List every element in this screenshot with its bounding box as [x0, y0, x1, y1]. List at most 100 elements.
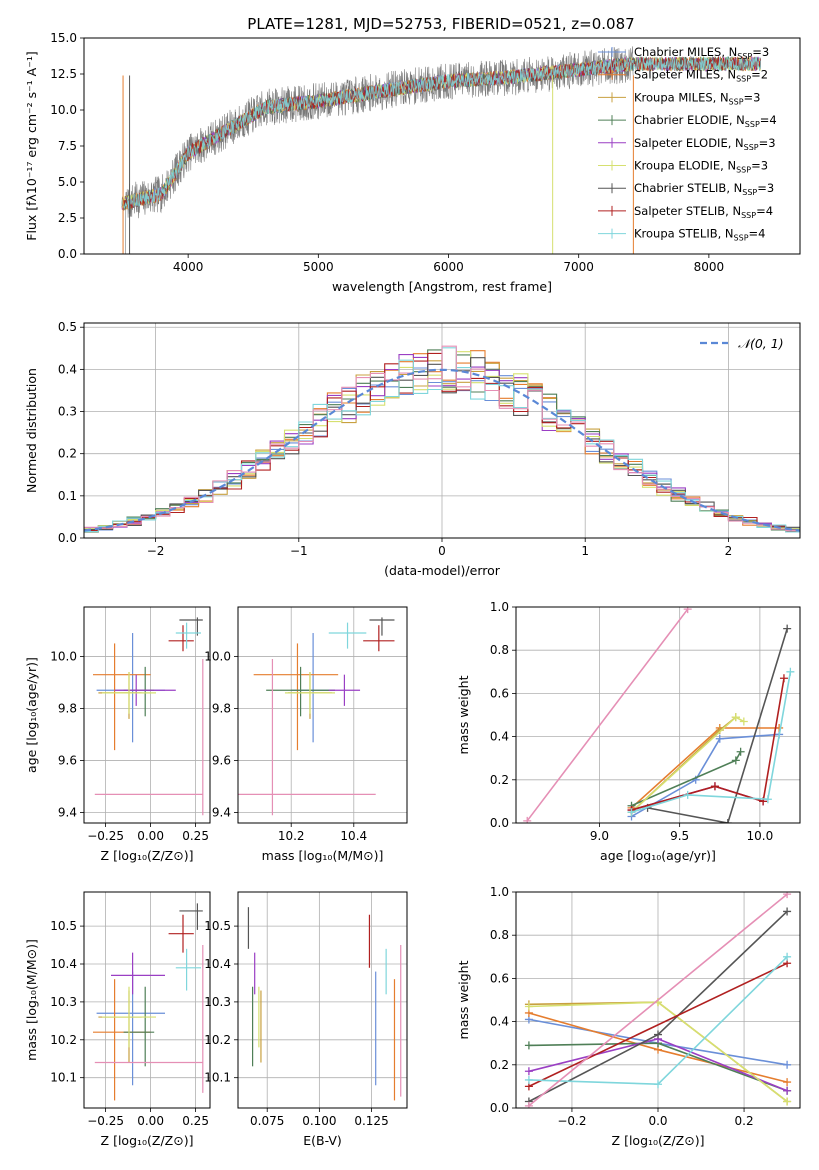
panel-residuals: −2 −1 0 1 2 0.0 0.1 0.2 0.3 0.4 0.5 (data-model)/er…: [24, 320, 801, 578]
weight-vs-Z-ytick-label-4: 0.8: [490, 928, 509, 942]
weight-vs-age-series-3-marker-1: [731, 756, 740, 765]
spectrum-ytick-label-4: 10.0: [50, 103, 77, 117]
residuals-xtick-label-0: −2: [147, 544, 165, 558]
spectrum-ylabel: Flux [fλ10⁻¹⁷ erg cm⁻² s⁻¹ A⁻¹]: [24, 51, 39, 240]
spectrum-ytick-label-2: 5.0: [58, 175, 77, 189]
spectrum-xtick-label-4: 8000: [694, 260, 725, 274]
age-vs-mass-xtick-label-1: 10.4: [340, 829, 367, 843]
weight-vs-Z-series-8-marker-1: [654, 1080, 662, 1089]
weight-vs-age-series-7: [631, 678, 785, 811]
spectrum-lines: [121, 46, 762, 254]
legend-label-1: Salpeter MILES, NSSP=2: [634, 68, 768, 84]
residuals-ytick-label-0: 0.0: [58, 531, 77, 545]
weight-vs-age-series-9: [526, 608, 689, 822]
weight-vs-Z-xtick-label-2: 0.2: [735, 1114, 754, 1128]
weight-vs-Z-series-9: [528, 893, 788, 1107]
mass-vs-ebv-ytick-label-3: 10.4: [204, 957, 231, 971]
weight-vs-age-series: [523, 607, 795, 823]
age-vs-Z-frame: [83, 606, 211, 824]
mass-vs-Z-xtick-label-2: 0.25: [182, 1114, 209, 1128]
weight-vs-age-frame: [515, 606, 801, 824]
histograms: [84, 345, 800, 533]
legend-label-2: Kroupa MILES, NSSP=3: [634, 90, 760, 106]
mass-vs-Z-xtick-label-0: −0.25: [87, 1114, 124, 1128]
spectrum-xtick-label-2: 6000: [433, 260, 464, 274]
legend-label-3: Chabrier ELODIE, NSSP=4: [634, 113, 777, 129]
residuals-ytick-label-4: 0.4: [58, 362, 77, 376]
age-vs-mass-xtick-label-0: 10.2: [278, 829, 305, 843]
weight-vs-Z-series-6-marker-2: [783, 907, 792, 916]
mass-vs-Z-ytick-label-0: 10.1: [50, 1071, 77, 1085]
mass-vs-ebv-xtick-label-0: 0.075: [250, 1114, 284, 1128]
weight-vs-Z-ytick-label-3: 0.6: [490, 971, 509, 985]
mass-vs-ebv-ytick-label-4: 10.5: [204, 919, 231, 933]
weight-vs-age-series-3-marker-2: [736, 747, 745, 756]
weight-vs-Z-series-7: [528, 962, 788, 1088]
normal-legend-label: 𝒩(0, 1): [738, 336, 784, 351]
legend-label-8: Kroupa STELIB, NSSP=4: [634, 227, 765, 243]
weight-vs-age-series-5-marker-1: [731, 713, 740, 722]
mass-vs-Z-xlabel: Z [log₁₀(Z/Z⊙)]: [101, 1133, 194, 1148]
age-vs-mass-ytick-label-0: 9.4: [212, 806, 231, 820]
age-vs-mass-ytick-label-3: 10.0: [204, 649, 231, 663]
weight-vs-age-ylabel: mass weight: [456, 675, 471, 754]
mass-vs-ebv-frame: [237, 891, 408, 1109]
weight-vs-age-series-1-marker-2: [775, 723, 784, 732]
legend-label-0: Chabrier MILES, NSSP=3: [634, 45, 769, 61]
weight-vs-Z-series-4-marker-2: [783, 1086, 792, 1095]
mass-vs-Z-ytick-label-3: 10.4: [50, 957, 77, 971]
weight-vs-age-series-9-marker-1: [683, 607, 692, 614]
spectrum-ytick-label-6: 15.0: [50, 31, 77, 45]
legend-label-4: Salpeter ELODIE, NSSP=3: [634, 136, 776, 152]
figure-title: PLATE=1281, MJD=52753, FIBERID=0521, z=0…: [247, 15, 634, 33]
mass-vs-Z-frame: [83, 891, 211, 1109]
mass-vs-ebv-xtick-label-2: 0.125: [354, 1114, 388, 1128]
weight-vs-age-ytick-label-1: 0.2: [490, 773, 509, 787]
weight-vs-Z-xlabel: Z [log₁₀(Z/Z⊙)]: [612, 1133, 705, 1148]
age-vs-mass-ytick-label-1: 9.6: [212, 754, 231, 768]
weight-vs-age-series-9-marker-0: [523, 816, 532, 823]
weight-vs-age-series-8-marker-3: [786, 667, 795, 676]
age-vs-Z-points: [93, 617, 204, 816]
residuals-xlabel: (data-model)/error: [384, 563, 501, 578]
weight-vs-Z-series-0-marker-2: [783, 1060, 792, 1069]
mass-vs-ebv-xlabel: E(B-V): [303, 1133, 342, 1148]
weight-vs-Z-ytick-label-5: 1.0: [490, 885, 509, 899]
residuals-xtick-label-2: 0: [438, 544, 446, 558]
mass-vs-Z-points: [93, 903, 204, 1101]
age-vs-Z-ytick-label-0: 9.4: [58, 806, 77, 820]
age-vs-Z-ylabel: age [log₁₀(age/yr)]: [24, 657, 39, 773]
spectrum-xlabel: wavelength [Angstrom, rest frame]: [332, 279, 552, 294]
weight-vs-Z-series-1-marker-2: [783, 1078, 792, 1087]
age-vs-Z-xlabel: Z [log₁₀(Z/Z⊙)]: [101, 848, 194, 863]
weight-vs-Z-series: [524, 892, 792, 1108]
legend-label-7: Salpeter STELIB, NSSP=4: [634, 204, 773, 220]
weight-vs-Z-xtick-label-1: 0.0: [648, 1114, 667, 1128]
age-vs-Z-xtick-label-0: −0.25: [87, 829, 124, 843]
weight-vs-Z-xtick-label-0: −0.2: [557, 1114, 586, 1128]
legend-label-6: Chabrier STELIB, NSSP=3: [634, 181, 774, 197]
weight-vs-Z-series-4-marker-0: [524, 1067, 533, 1076]
weight-vs-Z-series-9-marker-1: [783, 892, 792, 899]
residuals-ytick-label-5: 0.5: [58, 320, 77, 334]
residuals-xtick-label-1: −1: [290, 544, 308, 558]
weight-vs-age-ytick-label-3: 0.6: [490, 686, 509, 700]
panel-weight-vs-Z: −0.2 0.0 0.2 0.0 0.2 0.4 0.6 0.8 1.0 Z [log₁₀(Z/Z…: [456, 885, 801, 1148]
weight-vs-age-xtick-label-1: 9.5: [670, 829, 689, 843]
weight-vs-age-series-8-marker-0: [627, 808, 636, 817]
mass-vs-ebv-ytick-label-0: 10.1: [204, 1071, 231, 1085]
weight-vs-Z-ylabel: mass weight: [456, 960, 471, 1039]
age-vs-Z-ytick-label-3: 10.0: [50, 649, 77, 663]
weight-vs-age-ytick-label-5: 1.0: [490, 600, 509, 614]
weight-vs-Z-ytick-label-2: 0.4: [490, 1015, 509, 1029]
residuals-ytick-label-2: 0.2: [58, 447, 77, 461]
weight-vs-Z-ytick-label-0: 0.0: [490, 1101, 509, 1115]
weight-vs-Z-series-3-marker-0: [524, 1041, 533, 1050]
residuals-xtick-label-4: 2: [725, 544, 733, 558]
residuals-ytick-label-3: 0.3: [58, 405, 77, 419]
weight-vs-Z-ytick-label-1: 0.2: [490, 1058, 509, 1072]
age-vs-mass-points: [238, 617, 395, 816]
weight-vs-age-series-6: [647, 628, 788, 823]
age-vs-mass-frame: [237, 606, 408, 824]
